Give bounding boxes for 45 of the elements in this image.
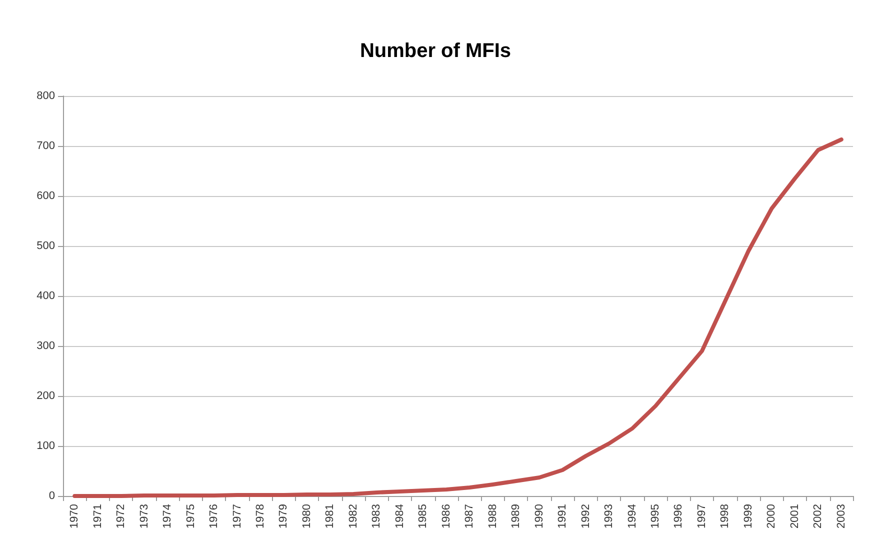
x-tick-label: 1978 — [254, 504, 266, 528]
x-tick-label: 1981 — [324, 504, 336, 528]
x-tick-label: 1972 — [115, 504, 128, 528]
x-tick-label: 1977 — [231, 504, 244, 528]
y-tick-label: 800 — [36, 90, 55, 102]
x-tick-label: 1975 — [184, 504, 197, 528]
x-tick-label: 1980 — [300, 504, 313, 528]
x-tick-label: 1979 — [278, 504, 290, 528]
x-tick-label: 1990 — [533, 504, 546, 528]
x-tick-label: 2003 — [835, 504, 848, 528]
x-tick-label: 1986 — [440, 504, 452, 528]
x-tick-label: 1984 — [394, 504, 406, 528]
x-tick-label: 1992 — [580, 504, 592, 528]
x-tick-label: 1989 — [510, 504, 522, 528]
y-tick-label: 500 — [36, 240, 55, 252]
y-tick-label: 700 — [36, 140, 55, 152]
y-tick-label: 0 — [48, 490, 55, 502]
x-tick-label: 1987 — [464, 504, 476, 528]
x-tick-label: 1985 — [417, 504, 430, 528]
x-tick-label: 1973 — [138, 504, 150, 528]
x-tick-label: 1996 — [672, 504, 685, 528]
x-tick-label: 1997 — [696, 504, 708, 528]
y-tick-label: 200 — [36, 390, 55, 402]
x-tick-label: 1983 — [370, 504, 383, 528]
chart-title: Number of MFIs — [360, 40, 512, 62]
x-tick-label: 1994 — [626, 504, 638, 528]
y-tick-label: 400 — [36, 290, 55, 302]
y-tick-label: 600 — [36, 190, 55, 202]
x-tick-label: 1988 — [486, 504, 499, 528]
y-tick-label: 300 — [36, 340, 55, 352]
x-tick-label: 1971 — [92, 504, 104, 528]
line-series — [72, 138, 844, 498]
x-tick-label: 1974 — [162, 504, 174, 528]
x-tick-label: 1991 — [556, 504, 569, 528]
x-tick-label: 2001 — [788, 504, 801, 528]
x-tick-label: 1995 — [650, 504, 662, 528]
x-tick-label: 1970 — [68, 504, 81, 528]
y-tick-label: 100 — [36, 440, 55, 452]
x-tick-label: 1993 — [603, 504, 616, 528]
x-tick-label: 1998 — [719, 504, 732, 528]
x-tick-label: 2000 — [766, 504, 778, 528]
x-tick-label: 2002 — [812, 504, 824, 528]
x-tick-label: 1982 — [347, 504, 360, 528]
x-tick-label: 1999 — [742, 504, 754, 528]
x-tick-label: 1976 — [208, 504, 220, 528]
